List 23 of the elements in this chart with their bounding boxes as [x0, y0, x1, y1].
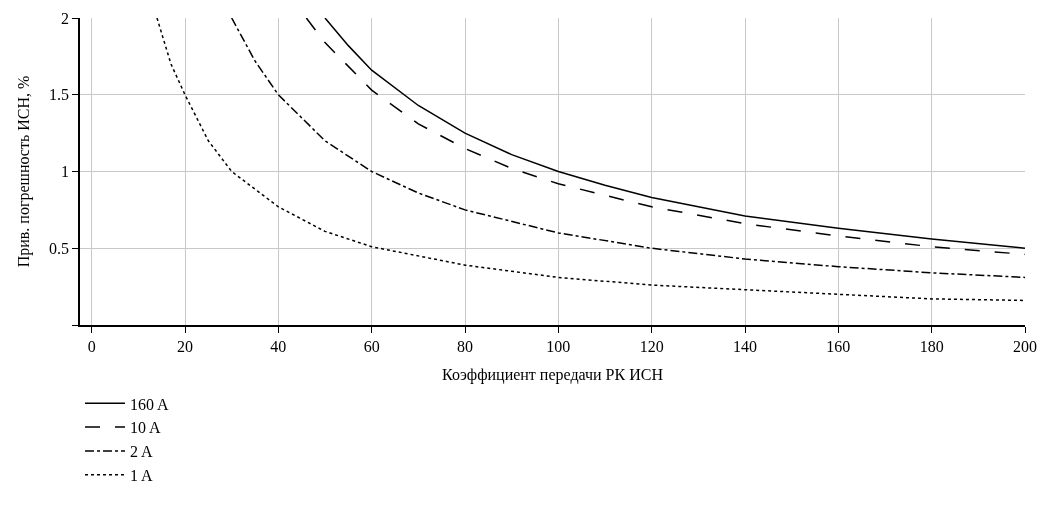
- legend-label: 10 A: [130, 419, 162, 437]
- x-tick-label: 80: [457, 337, 473, 355]
- x-tick-label: 200: [1013, 337, 1037, 355]
- x-tick-label: 140: [733, 337, 757, 355]
- y-tick-label: 1.5: [49, 86, 70, 104]
- x-tick-label: 60: [363, 337, 380, 355]
- legend-label: 2 A: [130, 443, 154, 461]
- x-tick-label: 180: [919, 337, 944, 355]
- y-tick-label: 1: [61, 163, 70, 181]
- x-tick-label: 160: [826, 337, 851, 355]
- legend-label: 1 A: [130, 466, 154, 484]
- y-tick-label: 2: [61, 9, 70, 27]
- y-axis-title: Прив. погрешность ИСН, %: [15, 75, 34, 268]
- x-tick-label: 100: [546, 337, 571, 355]
- y-tick-label: 0.5: [49, 239, 70, 257]
- x-tick-label: 0: [87, 337, 96, 355]
- line-series: [156, 18, 1025, 302]
- legend-label: 160 A: [130, 395, 170, 413]
- x-tick-label: 20: [177, 337, 193, 355]
- x-axis-title: Коэффициент передачи РК ИСН: [442, 366, 664, 385]
- x-tick-label: 40: [270, 337, 287, 355]
- line-series: [230, 18, 1025, 279]
- x-tick-label: 120: [639, 337, 664, 355]
